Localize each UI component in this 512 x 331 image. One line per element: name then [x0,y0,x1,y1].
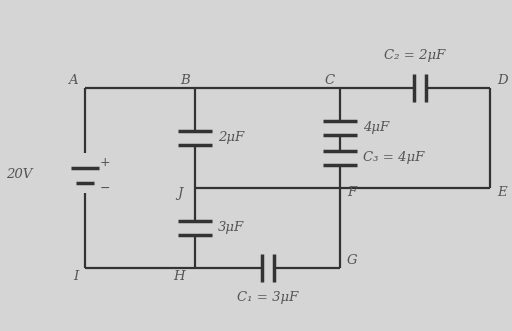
Text: C₁ = 3μF: C₁ = 3μF [238,291,298,304]
Text: I: I [73,269,78,282]
Text: H: H [174,269,185,282]
Text: J: J [178,186,183,200]
Text: B: B [180,73,190,86]
Text: F: F [347,186,356,200]
Text: G: G [347,255,357,267]
Text: 4μF: 4μF [363,121,389,134]
Text: C₂ = 2μF: C₂ = 2μF [385,49,445,62]
Text: +: + [100,157,111,169]
Text: E: E [497,186,507,200]
Text: 2μF: 2μF [218,131,244,145]
Text: C₃ = 4μF: C₃ = 4μF [363,152,424,165]
Text: C: C [325,73,335,86]
Text: 3μF: 3μF [218,221,244,234]
Text: A: A [69,73,78,86]
Text: −: − [100,181,111,195]
Text: 20V: 20V [6,168,32,181]
Text: D: D [497,73,507,86]
